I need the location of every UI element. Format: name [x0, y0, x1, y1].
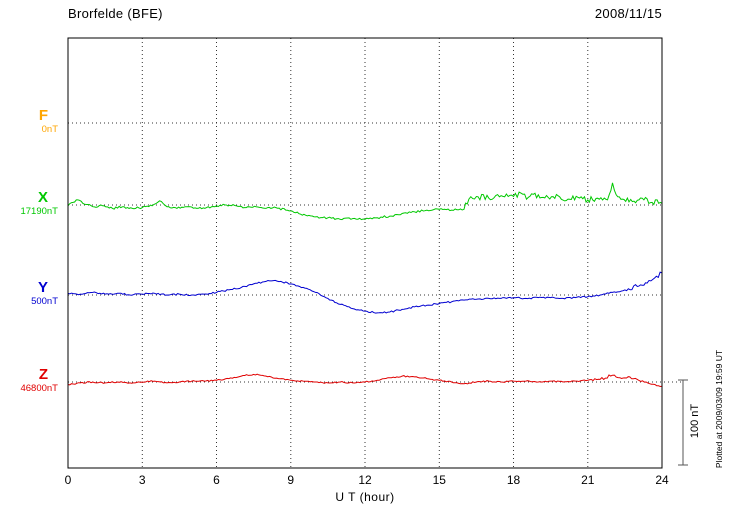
component-letter-y: Y — [37, 279, 48, 296]
plot-border — [67, 37, 663, 469]
component-label-f: F 0nT — [4, 108, 58, 135]
plotted-at-note: Plotted at 2009/03/09 19:59 UT — [714, 349, 724, 469]
component-label-y: Y 500nT — [4, 280, 58, 307]
x-tick-label: 9 — [287, 473, 295, 487]
x-tick-label: 15 — [432, 473, 446, 487]
component-baseline-y: 500nT — [31, 296, 58, 307]
component-baseline-z: 46800nT — [20, 383, 58, 394]
x-tick-label: 18 — [506, 473, 521, 487]
x-tick-label: 24 — [655, 473, 669, 487]
x-axis-label: U T (hour) — [335, 490, 395, 504]
gridlines — [141, 38, 589, 468]
x-tick-label: 12 — [358, 473, 372, 487]
baselines — [68, 122, 683, 383]
component-letter-x: X — [37, 189, 48, 206]
x-tick-label: 21 — [581, 473, 595, 487]
traces — [67, 182, 663, 388]
component-letter-z: Z — [38, 366, 48, 383]
x-tick-label: 3 — [138, 473, 146, 487]
scale-bar-label: 100 nT — [689, 403, 701, 439]
component-label-z: Z 46800nT — [4, 367, 58, 394]
y-trace — [67, 271, 663, 314]
component-baseline-f: 0nT — [41, 124, 58, 135]
x-trace — [67, 182, 663, 221]
x-tick-label: 0 — [64, 473, 72, 487]
scale-bar — [678, 379, 688, 466]
component-baseline-x: 17190nT — [20, 206, 58, 217]
component-label-x: X 17190nT — [4, 190, 58, 217]
station-title: Brorfelde (BFE) — [68, 6, 163, 21]
component-letter-f: F — [38, 107, 48, 124]
x-tick-label: 6 — [213, 473, 220, 487]
z-trace — [67, 373, 663, 388]
plot-date: 2008/11/15 — [594, 6, 662, 21]
